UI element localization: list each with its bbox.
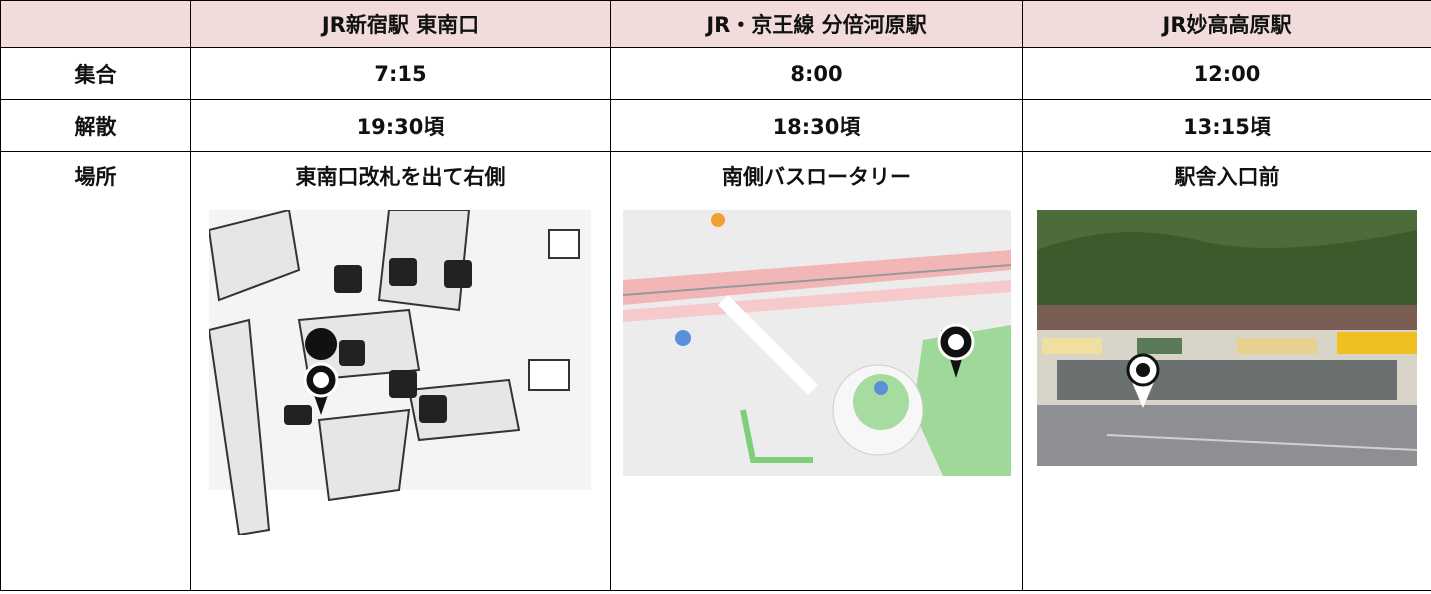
column-header: JR新宿駅 東南口 xyxy=(190,0,611,48)
row-label: 集合 xyxy=(0,47,191,100)
cell: 南側バスロータリー xyxy=(610,151,1023,591)
cell: 12:00 xyxy=(1022,47,1431,100)
cell-text: 東南口改札を出て右側 xyxy=(295,165,506,189)
station-map xyxy=(209,210,591,535)
map-pin xyxy=(303,328,339,415)
row-label: 場所 xyxy=(0,151,191,591)
map-pin xyxy=(1126,353,1160,408)
station-photo xyxy=(1037,210,1417,466)
cell: 19:30頃 xyxy=(190,99,611,152)
cell: 8:00 xyxy=(610,47,1023,100)
cell: 18:30頃 xyxy=(610,99,1023,152)
column-header: JR妙高高原駅 xyxy=(1022,0,1431,48)
row: 解散 19:30頃 18:30頃 13:15頃 xyxy=(0,99,1431,152)
cell-text: 南側バスロータリー xyxy=(722,165,911,189)
cell: 東南口改札を出て右側 xyxy=(190,151,611,591)
column-header: JR・京王線 分倍河原駅 xyxy=(610,0,1023,48)
cell-text: 駅舎入口前 xyxy=(1174,165,1280,189)
area-map xyxy=(622,210,1011,476)
cell: 駅舎入口前 xyxy=(1022,151,1431,591)
header-corner xyxy=(0,0,191,48)
map-pin xyxy=(937,323,974,378)
header-row: JR新宿駅 東南口 JR・京王線 分倍河原駅 JR妙高高原駅 xyxy=(0,0,1431,48)
label-text: 場所 xyxy=(74,165,117,189)
cell: 7:15 xyxy=(190,47,611,100)
row: 集合 7:15 8:00 12:00 xyxy=(0,47,1431,100)
row: 場所 東南口改札を出て右側 xyxy=(0,151,1431,591)
cell: 13:15頃 xyxy=(1022,99,1431,152)
row-label: 解散 xyxy=(0,99,191,152)
